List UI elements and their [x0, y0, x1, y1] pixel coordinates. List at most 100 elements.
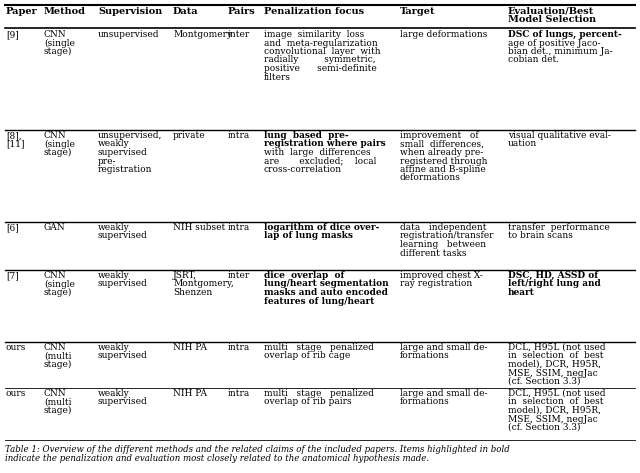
Text: lap of lung masks: lap of lung masks: [264, 231, 353, 240]
Text: DSC of lungs, percent-: DSC of lungs, percent-: [508, 30, 621, 39]
Text: transfer  performance: transfer performance: [508, 223, 610, 232]
Text: inter: inter: [228, 271, 250, 280]
Text: Method: Method: [44, 7, 86, 16]
Text: weakly: weakly: [98, 389, 130, 398]
Text: DCL, H95L (not used: DCL, H95L (not used: [508, 389, 605, 398]
Text: inter: inter: [228, 30, 250, 39]
Text: stage): stage): [44, 47, 72, 56]
Text: (single: (single: [44, 280, 75, 289]
Text: MSE, SSIM, negJac: MSE, SSIM, negJac: [508, 414, 598, 423]
Text: weakly: weakly: [98, 223, 130, 232]
Text: formations: formations: [400, 351, 450, 360]
Text: Evaluation/Best: Evaluation/Best: [508, 7, 595, 16]
Text: CNN: CNN: [44, 30, 67, 39]
Text: lung/heart segmentation: lung/heart segmentation: [264, 280, 388, 289]
Text: to brain scans: to brain scans: [508, 231, 573, 240]
Text: Supervision: Supervision: [98, 7, 163, 16]
Text: indicate the penalization and evaluation most closely related to the anatomical : indicate the penalization and evaluation…: [5, 454, 429, 463]
Text: multi   stage   penalized: multi stage penalized: [264, 343, 374, 352]
Text: ours: ours: [6, 343, 26, 352]
Text: Data: Data: [173, 7, 198, 16]
Text: ray registration: ray registration: [400, 280, 472, 289]
Text: [7]: [7]: [6, 271, 19, 280]
Text: Paper: Paper: [6, 7, 38, 16]
Text: cobian det.: cobian det.: [508, 55, 559, 64]
Text: stage): stage): [44, 360, 72, 369]
Text: age of positive Jaco-: age of positive Jaco-: [508, 38, 600, 47]
Text: Montgomery,: Montgomery,: [173, 280, 234, 289]
Text: are       excluded;    local: are excluded; local: [264, 157, 376, 166]
Text: weakly: weakly: [98, 140, 130, 149]
Text: DCL, H95L (not used: DCL, H95L (not used: [508, 343, 605, 352]
Text: deformations: deformations: [400, 174, 461, 183]
Text: intra: intra: [228, 131, 250, 140]
Text: small  differences,: small differences,: [400, 140, 484, 149]
Text: supervised: supervised: [98, 280, 148, 289]
Text: MSE, SSIM, negJac: MSE, SSIM, negJac: [508, 368, 598, 377]
Text: with  large  differences: with large differences: [264, 148, 371, 157]
Text: unsupervised: unsupervised: [98, 30, 159, 39]
Text: (multi: (multi: [44, 397, 72, 406]
Text: model), DCR, H95R,: model), DCR, H95R,: [508, 406, 601, 415]
Text: in  selection  of  best: in selection of best: [508, 397, 604, 406]
Text: registration: registration: [98, 165, 152, 174]
Text: weakly: weakly: [98, 271, 130, 280]
Text: NIH subset: NIH subset: [173, 223, 225, 232]
Text: supervised: supervised: [98, 148, 148, 157]
Text: Montgomery: Montgomery: [173, 30, 232, 39]
Text: CNN: CNN: [44, 131, 67, 140]
Text: [9]: [9]: [6, 30, 19, 39]
Text: unsupervised,: unsupervised,: [98, 131, 163, 140]
Text: DSC, HD, ASSD of: DSC, HD, ASSD of: [508, 271, 598, 280]
Text: registration where pairs: registration where pairs: [264, 140, 386, 149]
Text: cross-correlation: cross-correlation: [264, 165, 342, 174]
Text: uation: uation: [508, 140, 537, 149]
Text: convolutional  layer  with: convolutional layer with: [264, 47, 381, 56]
Text: dice  overlap  of: dice overlap of: [264, 271, 344, 280]
Text: data   independent: data independent: [400, 223, 486, 232]
Text: stage): stage): [44, 288, 72, 297]
Text: (cf. Section 3.3): (cf. Section 3.3): [508, 423, 580, 432]
Text: NIH PA: NIH PA: [173, 389, 207, 398]
Text: overlap of rib pairs: overlap of rib pairs: [264, 397, 351, 406]
Text: lung  based  pre-: lung based pre-: [264, 131, 349, 140]
Text: CNN: CNN: [44, 271, 67, 280]
Text: (single: (single: [44, 38, 75, 48]
Text: [6]: [6]: [6, 223, 19, 232]
Text: left/right lung and: left/right lung and: [508, 280, 601, 289]
Text: [8],: [8],: [6, 131, 22, 140]
Text: masks and auto encoded: masks and auto encoded: [264, 288, 388, 297]
Text: bian det., minimum Ja-: bian det., minimum Ja-: [508, 47, 612, 56]
Text: and  meta-regularization: and meta-regularization: [264, 38, 378, 47]
Text: filters: filters: [264, 72, 291, 81]
Text: multi   stage   penalized: multi stage penalized: [264, 389, 374, 398]
Text: (cf. Section 3.3): (cf. Section 3.3): [508, 377, 580, 386]
Text: model), DCR, H95R,: model), DCR, H95R,: [508, 360, 601, 369]
Text: ours: ours: [6, 389, 26, 398]
Text: JSRT,: JSRT,: [173, 271, 197, 280]
Text: logarithm of dice over-: logarithm of dice over-: [264, 223, 380, 232]
Text: intra: intra: [228, 223, 250, 232]
Text: visual qualitative eval-: visual qualitative eval-: [508, 131, 611, 140]
Text: Pairs: Pairs: [228, 7, 256, 16]
Text: large and small de-: large and small de-: [400, 343, 488, 352]
Text: improvement   of: improvement of: [400, 131, 479, 140]
Text: weakly: weakly: [98, 343, 130, 352]
Text: CNN: CNN: [44, 343, 67, 352]
Text: private: private: [173, 131, 205, 140]
Text: supervised: supervised: [98, 351, 148, 360]
Text: (multi: (multi: [44, 351, 72, 360]
Text: positive      semi-definite: positive semi-definite: [264, 64, 377, 73]
Text: radially         symmetric,: radially symmetric,: [264, 55, 376, 64]
Text: NIH PA: NIH PA: [173, 343, 207, 352]
Text: Penalization focus: Penalization focus: [264, 7, 364, 16]
Text: Model Selection: Model Selection: [508, 16, 596, 25]
Text: supervised: supervised: [98, 397, 148, 406]
Text: in  selection  of  best: in selection of best: [508, 351, 604, 360]
Text: stage): stage): [44, 148, 72, 157]
Text: pre-: pre-: [98, 157, 116, 166]
Text: when already pre-: when already pre-: [400, 148, 483, 157]
Text: overlap of rib cage: overlap of rib cage: [264, 351, 350, 360]
Text: Shenzen: Shenzen: [173, 288, 212, 297]
Text: large deformations: large deformations: [400, 30, 488, 39]
